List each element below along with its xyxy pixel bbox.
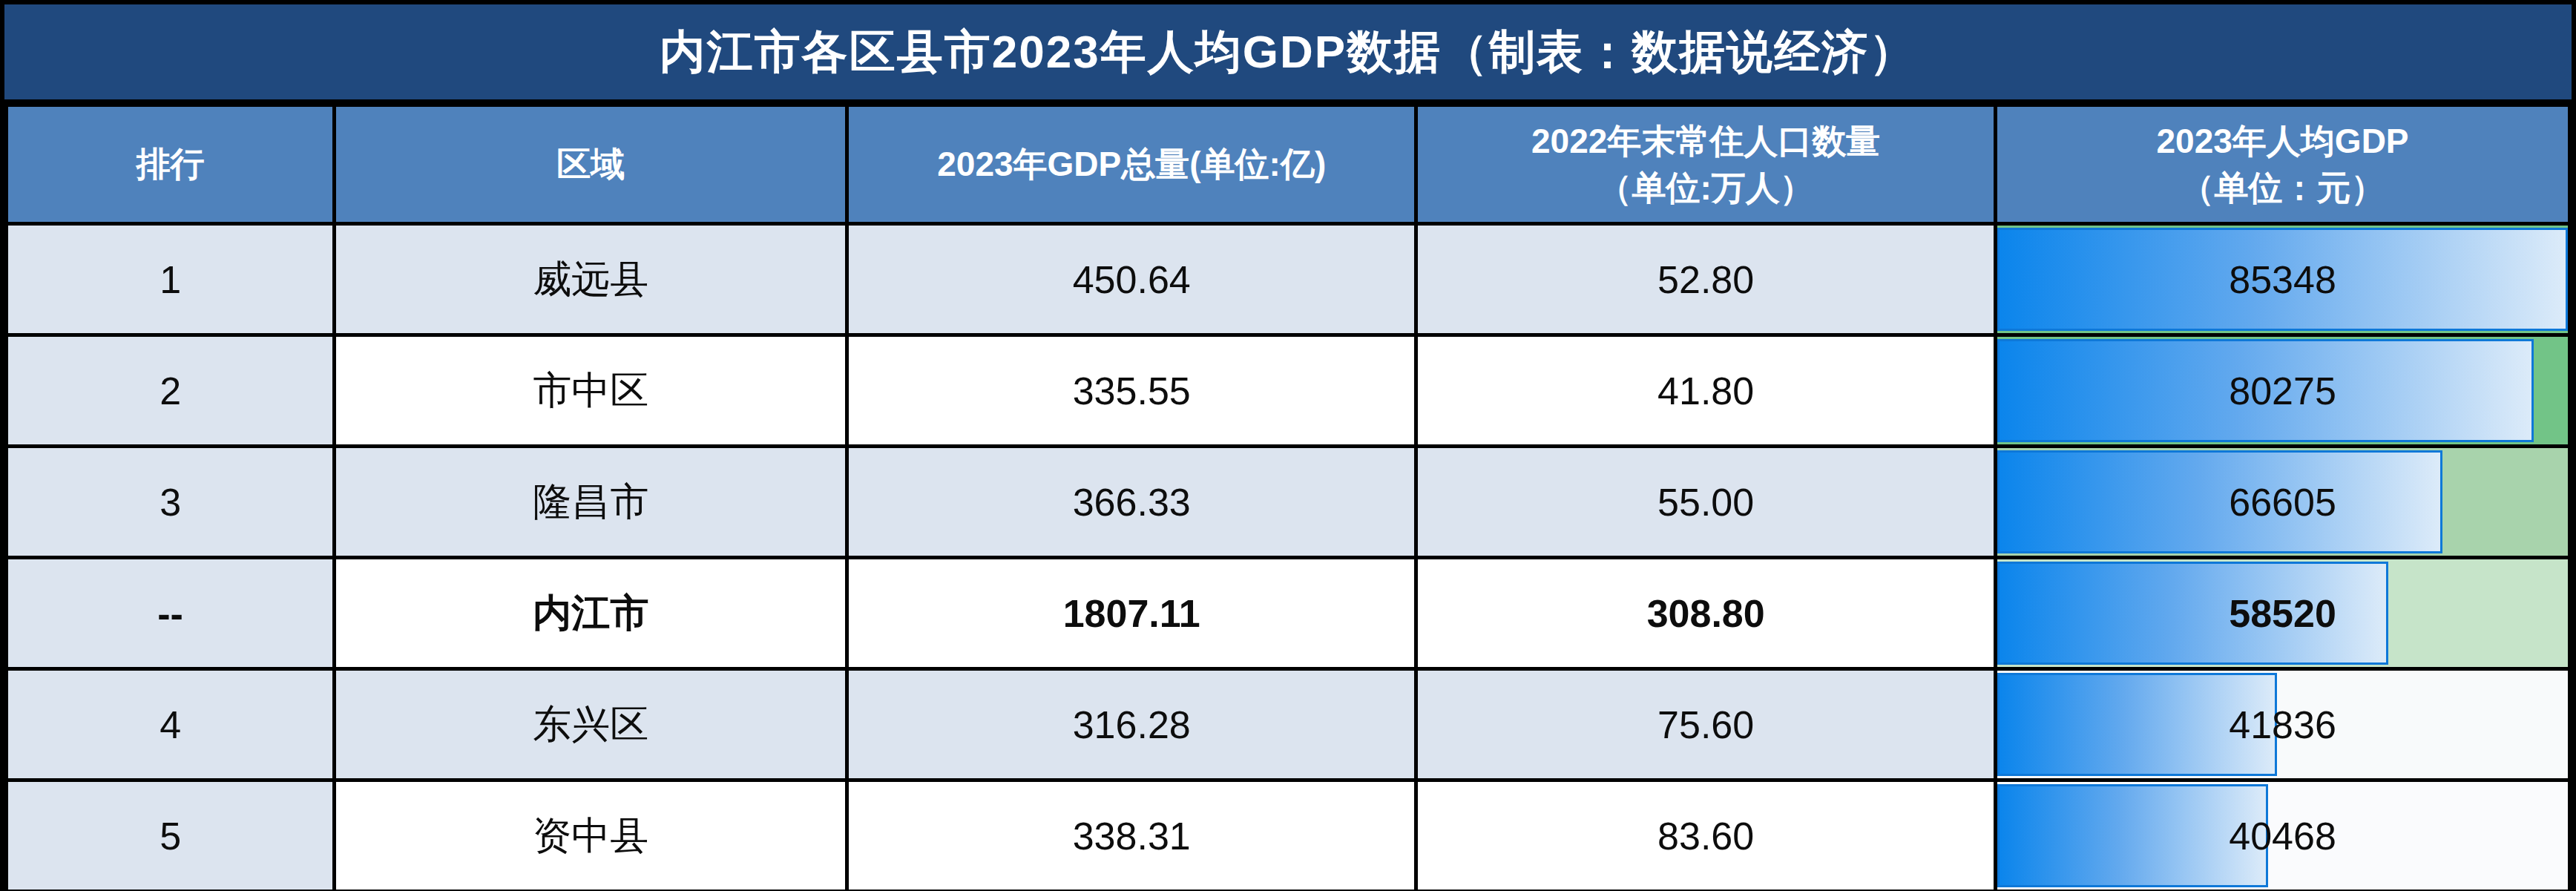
per-capita-value: 80275 [2229, 369, 2336, 412]
region-cell[interactable]: 东兴区 [335, 669, 847, 780]
column-header-rank[interactable]: 排行 [7, 105, 335, 224]
gdp-total-cell[interactable]: 450.64 [847, 224, 1416, 335]
rank-cell[interactable]: 3 [7, 447, 335, 558]
rank-cell[interactable]: 2 [7, 335, 335, 447]
header-row: 排行 区域 2023年GDP总量(单位:亿) 2022年末常住人口数量 （单位:… [7, 105, 2570, 224]
gdp-total-cell[interactable]: 1807.11 [847, 558, 1416, 669]
table-row: 5资中县338.3183.60 40468 [7, 780, 2570, 891]
rank-cell[interactable]: 5 [7, 780, 335, 891]
per-capita-cell[interactable]: 85348 [1996, 224, 2570, 335]
gdp-total-cell[interactable]: 366.33 [847, 447, 1416, 558]
region-cell[interactable]: 资中县 [335, 780, 847, 891]
per-capita-value: 41836 [2229, 703, 2336, 746]
per-capita-cell[interactable]: 58520 [1996, 558, 2570, 669]
population-cell[interactable]: 55.00 [1416, 447, 1996, 558]
gdp-total-cell[interactable]: 316.28 [847, 669, 1416, 780]
per-capita-value: 85348 [2229, 258, 2336, 301]
population-cell[interactable]: 41.80 [1416, 335, 1996, 447]
per-capita-value: 40468 [2229, 815, 2336, 858]
per-capita-cell[interactable]: 80275 [1996, 335, 2570, 447]
population-cell[interactable]: 308.80 [1416, 558, 1996, 669]
per-capita-cell[interactable]: 41836 [1996, 669, 2570, 780]
per-capita-databar [1997, 450, 2442, 553]
table-title[interactable]: 内江市各区县市2023年人均GDP数据（制表：数据说经济） [4, 4, 2572, 103]
per-capita-value: 58520 [2229, 592, 2336, 635]
rank-cell[interactable]: 4 [7, 669, 335, 780]
table-row: 4东兴区316.2875.60 41836 [7, 669, 2570, 780]
per-capita-value: 66605 [2229, 481, 2336, 524]
table-row: --内江市1807.11308.80 58520 [7, 558, 2570, 669]
region-cell[interactable]: 威远县 [335, 224, 847, 335]
column-header-gdp-total[interactable]: 2023年GDP总量(单位:亿) [847, 105, 1416, 224]
rank-cell[interactable]: 1 [7, 224, 335, 335]
region-cell[interactable]: 市中区 [335, 335, 847, 447]
per-capita-databar [1997, 784, 2268, 887]
gdp-total-cell[interactable]: 335.55 [847, 335, 1416, 447]
table-body: 1威远县450.6452.80 85348 2市中区335.5541.80 80275… [7, 224, 2570, 891]
region-cell[interactable]: 内江市 [335, 558, 847, 669]
per-capita-cell[interactable]: 66605 [1996, 447, 2570, 558]
population-cell[interactable]: 52.80 [1416, 224, 1996, 335]
rank-cell[interactable]: -- [7, 558, 335, 669]
population-cell[interactable]: 75.60 [1416, 669, 1996, 780]
per-capita-cell[interactable]: 40468 [1996, 780, 2570, 891]
column-header-region[interactable]: 区域 [335, 105, 847, 224]
table-row: 2市中区335.5541.80 80275 [7, 335, 2570, 447]
table-row: 1威远县450.6452.80 85348 [7, 224, 2570, 335]
region-cell[interactable]: 隆昌市 [335, 447, 847, 558]
gdp-total-cell[interactable]: 338.31 [847, 780, 1416, 891]
column-header-per-capita-gdp[interactable]: 2023年人均GDP （单位：元） [1996, 105, 2570, 224]
table-row: 3隆昌市366.3355.00 66605 [7, 447, 2570, 558]
population-cell[interactable]: 83.60 [1416, 780, 1996, 891]
gdp-table-frame: 内江市各区县市2023年人均GDP数据（制表：数据说经济） 排行 区域 2023… [0, 0, 2576, 891]
column-header-population[interactable]: 2022年末常住人口数量 （单位:万人） [1416, 105, 1996, 224]
gdp-table: 排行 区域 2023年GDP总量(单位:亿) 2022年末常住人口数量 （单位:… [4, 103, 2572, 891]
